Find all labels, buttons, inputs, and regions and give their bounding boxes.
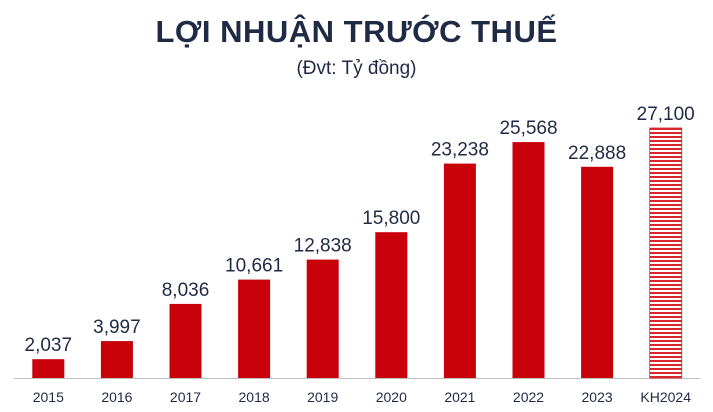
x-tick-label-2018: 2018 — [239, 389, 270, 405]
bar-2016 — [100, 341, 133, 378]
value-label-2021: 23,238 — [431, 140, 489, 161]
x-tick-label-2023: 2023 — [582, 389, 613, 405]
value-label-2016: 3,997 — [93, 317, 141, 338]
value-label-kh2024: 27,100 — [637, 104, 695, 125]
x-tick-label-2021: 2021 — [444, 389, 475, 405]
bar-2017 — [169, 303, 202, 378]
value-label-2017: 8,036 — [162, 280, 210, 301]
value-label-2023: 22,888 — [568, 143, 626, 164]
value-label-2018: 10,661 — [225, 256, 283, 277]
value-label-2020: 15,800 — [362, 208, 420, 229]
bar-2020 — [375, 232, 408, 378]
x-tick-label-2022: 2022 — [513, 389, 544, 405]
bar-2021 — [443, 163, 476, 378]
bar-2019 — [306, 259, 339, 378]
bar-2015 — [32, 359, 65, 378]
value-label-2015: 2,037 — [25, 335, 73, 356]
bar-kh2024 — [649, 127, 683, 379]
value-label-2022: 25,568 — [499, 118, 557, 139]
chart-subtitle: (Đvt: Tỷ đồng) — [296, 58, 417, 79]
value-label-2019: 12,838 — [294, 236, 352, 257]
bar-2018 — [238, 279, 271, 378]
x-tick-label-2020: 2020 — [376, 389, 407, 405]
chart-title: LỢI NHUẬN TRƯỚC THUẾ — [155, 14, 558, 49]
bar-2023 — [581, 166, 614, 378]
x-tick-label-kh2024: KH2024 — [640, 389, 691, 405]
bar-2022 — [512, 142, 545, 378]
x-tick-label-2019: 2019 — [307, 389, 338, 405]
x-tick-label-2017: 2017 — [170, 389, 201, 405]
x-tick-label-2015: 2015 — [33, 389, 64, 405]
x-tick-label-2016: 2016 — [101, 389, 132, 405]
